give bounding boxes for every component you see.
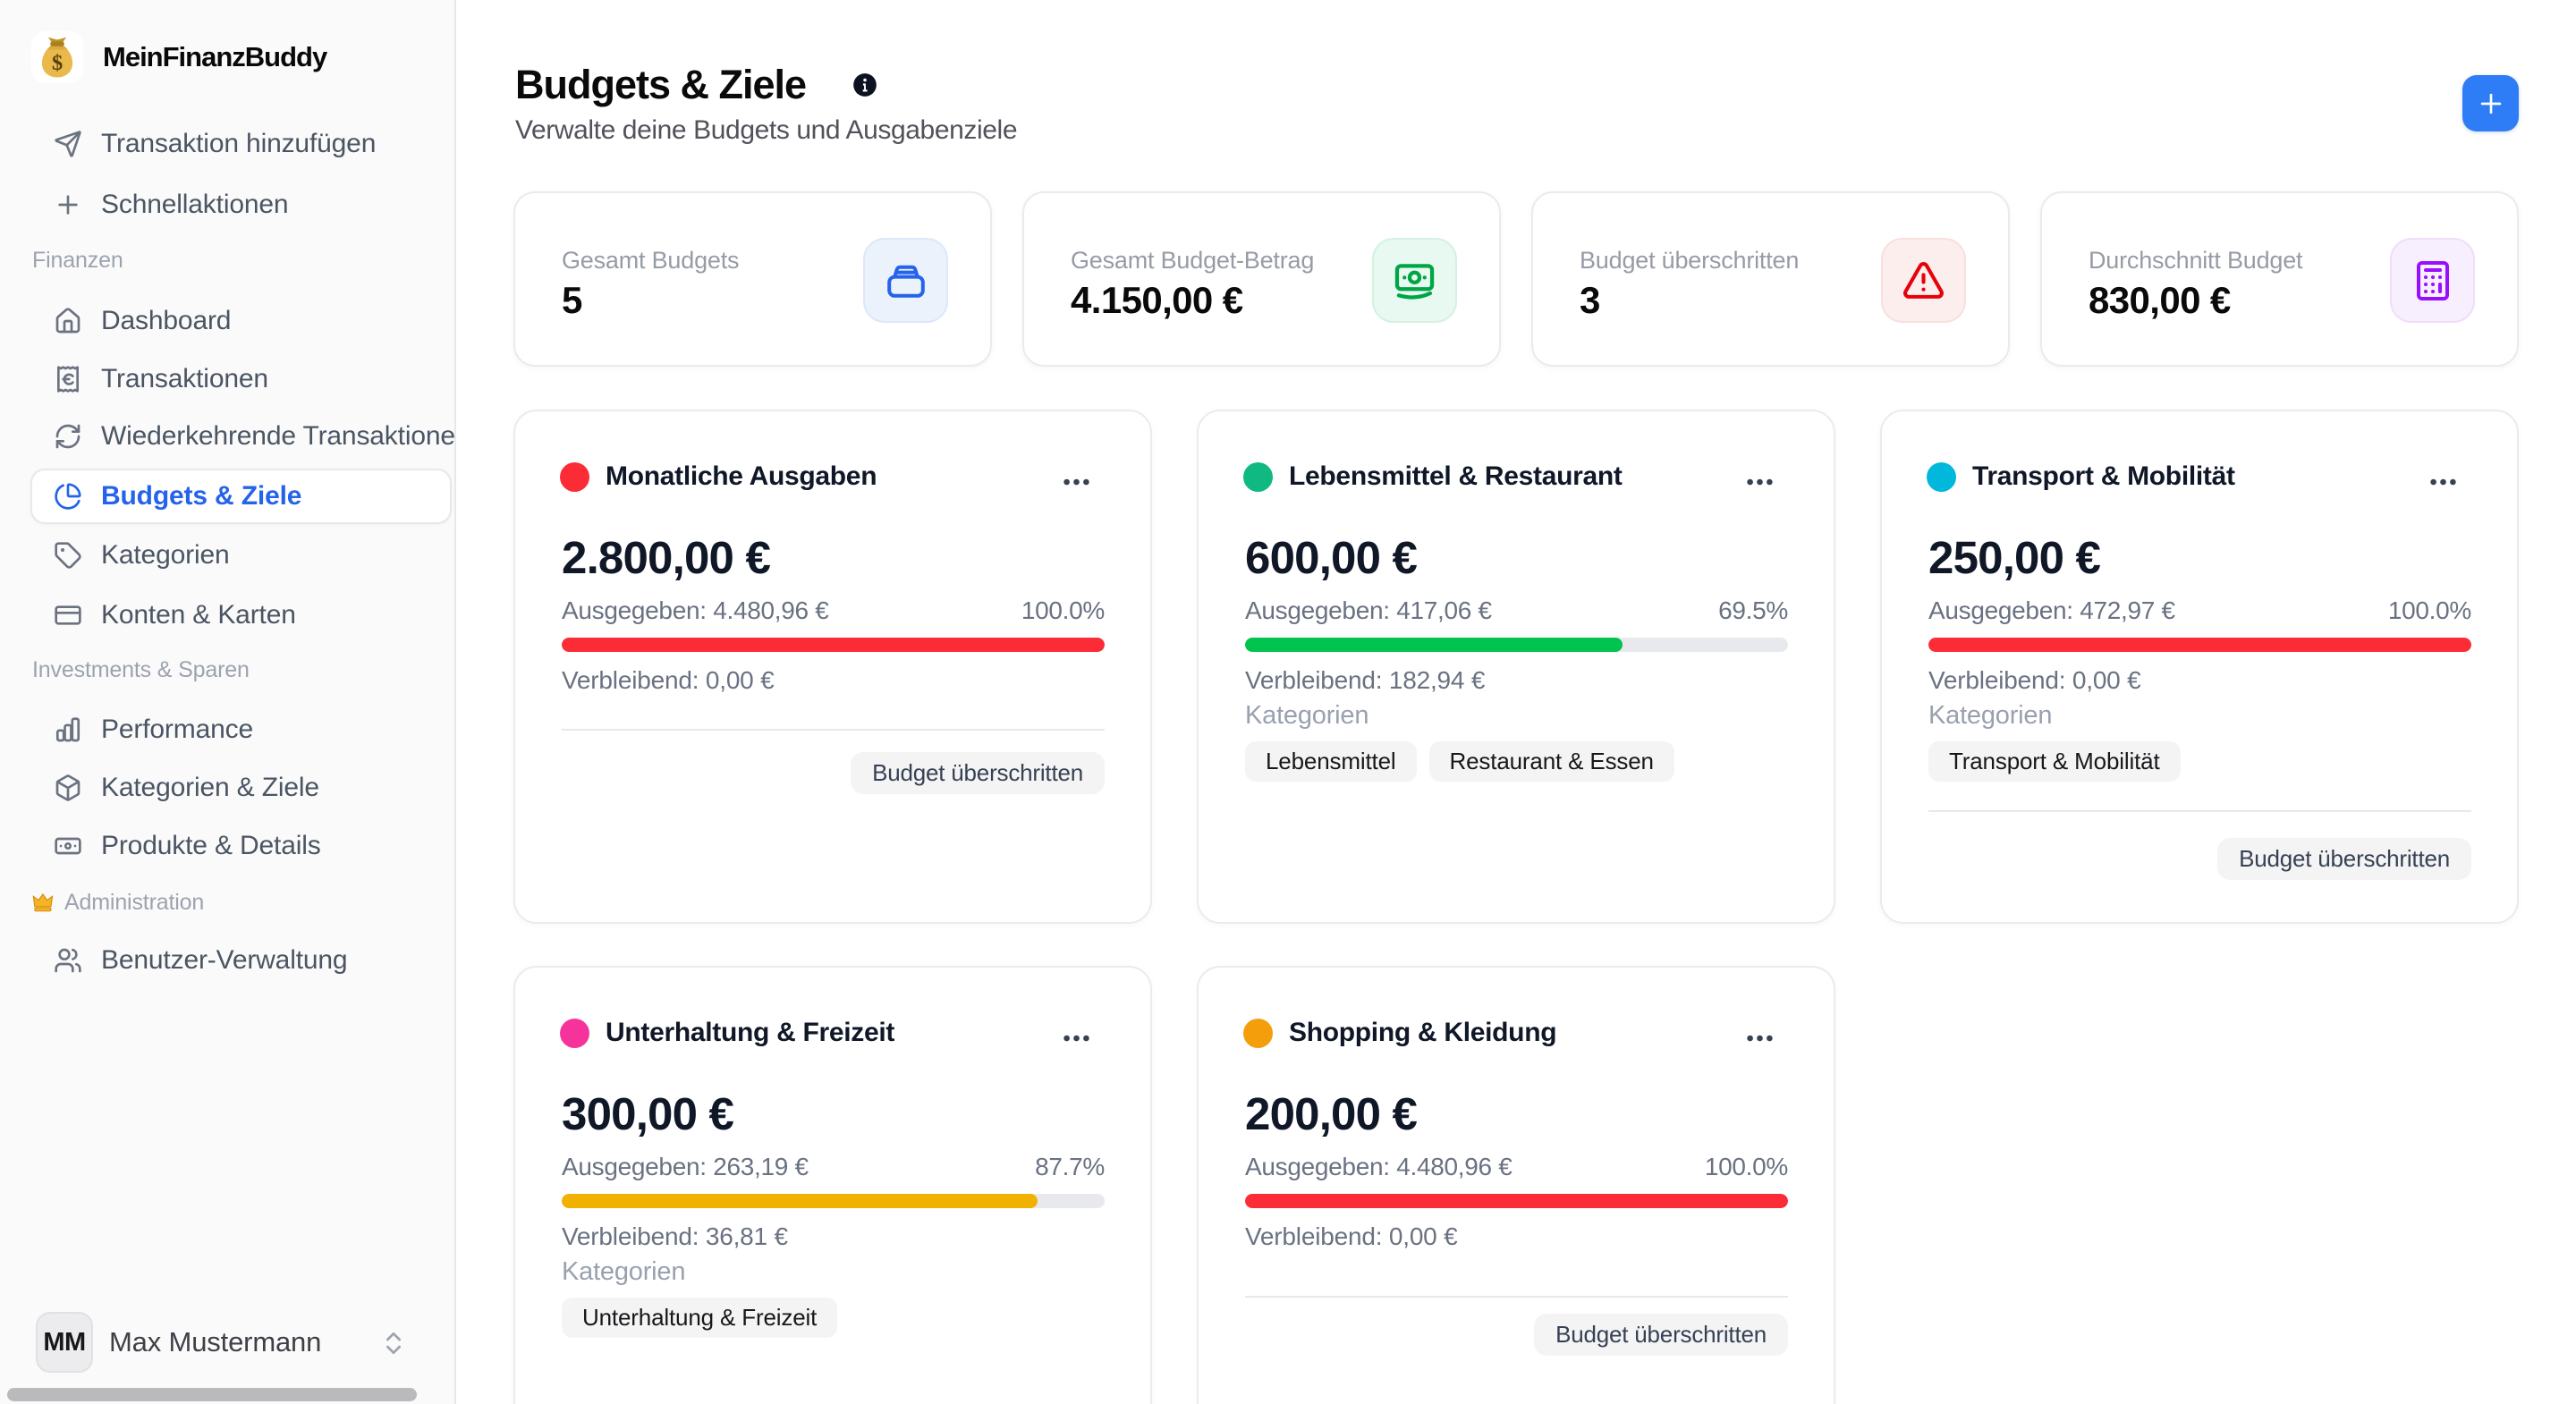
svg-text:$: $ bbox=[52, 51, 63, 75]
